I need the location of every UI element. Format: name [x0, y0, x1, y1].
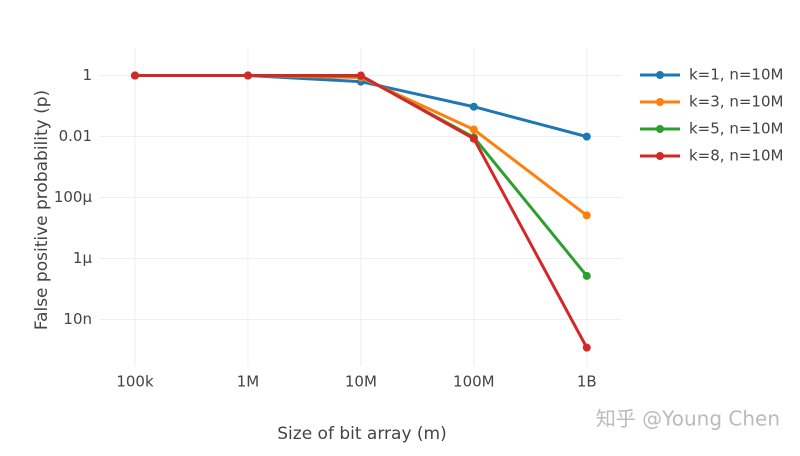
x-tick-label: 1M — [237, 373, 260, 391]
point — [469, 102, 478, 111]
x-tick-label: 10M — [345, 373, 377, 391]
point — [582, 132, 591, 141]
y-tick-label: 1μ — [73, 249, 93, 267]
x-tick-label: 1B — [577, 373, 597, 391]
point — [469, 125, 478, 134]
legend-label: k=3, n=10M — [689, 93, 783, 111]
legend-label: k=5, n=10M — [689, 120, 783, 138]
legend-label: k=1, n=10M — [689, 66, 783, 84]
x-tick-label: 100M — [453, 373, 495, 391]
y-axis-title: False positive probability (p) — [32, 90, 52, 330]
point — [243, 71, 252, 80]
watermark: 知乎 @Young Chen — [596, 407, 780, 431]
y-tick-label: 100μ — [54, 188, 93, 206]
legend-marker — [656, 98, 664, 106]
legend-marker — [656, 71, 664, 79]
y-tick-label: 1 — [82, 66, 92, 84]
point — [356, 71, 365, 80]
point — [130, 71, 139, 80]
legend-label: k=8, n=10M — [689, 147, 783, 165]
legend-marker — [656, 152, 664, 160]
y-tick-label: 0.01 — [59, 127, 92, 145]
point — [469, 134, 478, 143]
point — [582, 211, 591, 220]
point — [582, 343, 591, 352]
x-axis-title: Size of bit array (m) — [277, 424, 446, 444]
y-tick-label: 10n — [63, 310, 92, 328]
x-tick-label: 100k — [116, 373, 154, 391]
legend-marker — [656, 125, 664, 133]
point — [582, 271, 591, 280]
